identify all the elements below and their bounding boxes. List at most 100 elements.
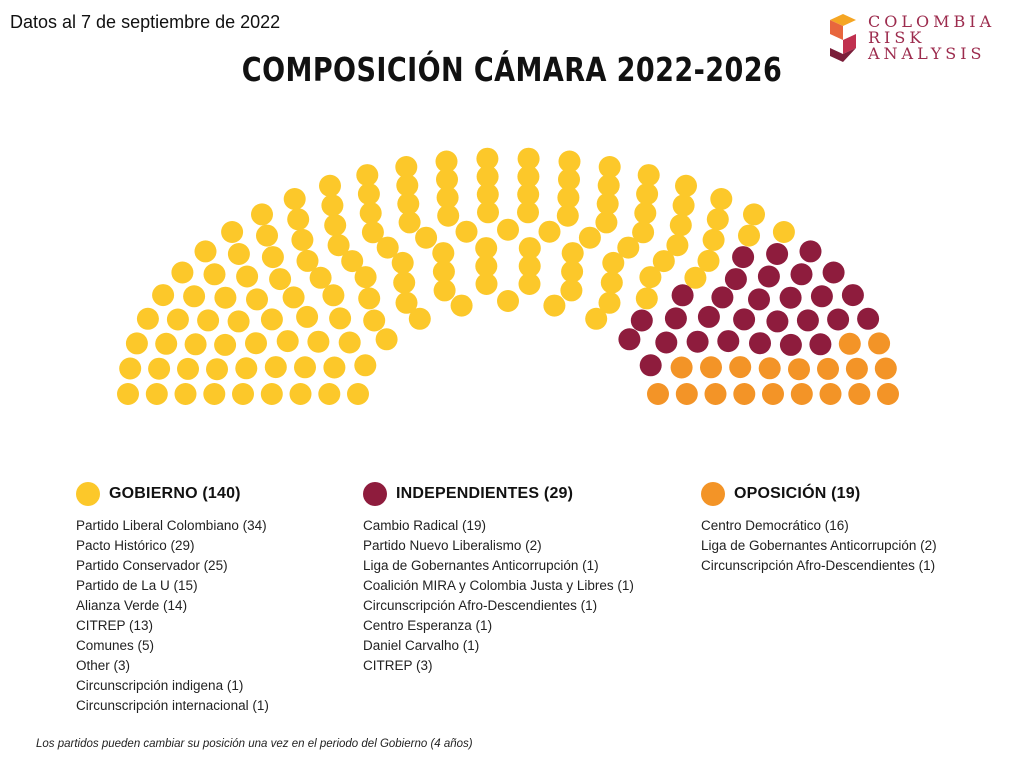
legend-item: Daniel Carvalho (1) xyxy=(363,638,480,653)
seat-independientes xyxy=(779,333,802,356)
legend-item: CITREP (13) xyxy=(76,618,154,633)
seat-gobierno xyxy=(296,305,319,328)
seat-oposición xyxy=(670,356,693,379)
seat-independientes xyxy=(757,265,780,288)
seat-gobierno xyxy=(236,265,259,288)
seat-gobierno xyxy=(221,221,244,243)
gobierno-title: GOBIERNO (140) xyxy=(109,485,241,502)
seat-gobierno xyxy=(558,150,581,173)
seat-gobierno xyxy=(675,174,697,197)
seat-gobierno xyxy=(214,286,237,309)
seat-gobierno xyxy=(702,228,725,251)
seat-oposición xyxy=(819,383,842,405)
seat-gobierno xyxy=(415,226,438,249)
seat-gobierno xyxy=(260,383,283,405)
seat-independientes xyxy=(639,354,662,377)
seat-gobierno xyxy=(397,192,420,215)
seat-gobierno xyxy=(354,354,377,377)
seat-gobierno xyxy=(408,307,431,330)
legend-item: Liga de Gobernantes Anticorrupción (2) xyxy=(701,538,937,553)
seat-gobierno xyxy=(356,164,379,187)
legend-independientes: INDEPENDIENTES (29) Cambio Radical (19) P… xyxy=(363,482,634,676)
seat-gobierno xyxy=(436,168,458,191)
seat-gobierno xyxy=(152,284,175,307)
seat-independientes xyxy=(717,330,740,353)
seat-gobierno xyxy=(327,234,350,257)
seat-gobierno xyxy=(341,250,364,273)
legend-item: Liga de Gobernantes Anticorrupción (1) xyxy=(363,558,599,573)
seat-gobierno xyxy=(184,333,207,356)
legend-item: Partido de La U (15) xyxy=(76,578,198,593)
seat-independientes xyxy=(655,331,678,354)
seat-independientes xyxy=(711,286,734,309)
seat-gobierno xyxy=(556,204,579,227)
oposicion-items: Centro Democrático (16) Liga de Gobernant… xyxy=(701,516,937,576)
legend-item: Circunscripción internacional (1) xyxy=(76,698,269,713)
legend-item: Circunscripción Afro-Descendientes (1) xyxy=(363,598,598,613)
seat-independientes xyxy=(664,307,687,330)
seat-gobierno xyxy=(435,150,458,173)
seat-oposición xyxy=(817,357,839,380)
seat-oposición xyxy=(848,383,871,405)
seat-gobierno xyxy=(561,242,584,265)
seat-gobierno xyxy=(309,266,332,289)
gobierno-swatch xyxy=(76,482,100,506)
seat-gobierno xyxy=(738,224,760,247)
seat-gobierno xyxy=(194,240,217,263)
seat-gobierno xyxy=(477,201,499,224)
seat-gobierno xyxy=(476,183,499,206)
legend-oposicion: OPOSICIÓN (19) Centro Democrático (16) Li… xyxy=(701,482,937,576)
seat-gobierno xyxy=(560,279,583,302)
seat-oposición xyxy=(733,383,756,405)
seat-gobierno xyxy=(171,261,194,284)
seat-gobierno xyxy=(338,331,361,354)
seat-gobierno xyxy=(294,356,316,379)
seat-gobierno xyxy=(214,333,237,356)
seat-gobierno xyxy=(476,147,499,170)
seat-gobierno xyxy=(772,221,795,243)
seat-gobierno xyxy=(183,285,206,308)
seat-gobierno xyxy=(706,208,729,231)
legend-item: Coalición MIRA y Colombia Justa y Libres… xyxy=(363,578,634,593)
seat-gobierno xyxy=(436,186,459,209)
seat-gobierno xyxy=(287,208,310,231)
independientes-swatch xyxy=(363,482,387,506)
seat-gobierno xyxy=(636,183,659,205)
seat-gobierno xyxy=(476,165,499,188)
parliament-chart xyxy=(117,147,899,405)
seat-gobierno xyxy=(289,383,312,405)
seat-gobierno xyxy=(475,237,498,260)
seat-gobierno xyxy=(357,183,380,205)
seat-gobierno xyxy=(635,287,658,310)
seat-gobierno xyxy=(166,308,189,331)
seat-gobierno xyxy=(637,164,660,187)
legend-item: Partido Liberal Colombiano (34) xyxy=(76,518,267,533)
logo-line-2: RISK xyxy=(868,28,926,47)
seat-gobierno xyxy=(145,383,168,405)
seat-gobierno xyxy=(261,246,284,269)
seat-gobierno xyxy=(321,194,344,217)
seat-oposición xyxy=(838,332,861,355)
logo-line-3: ANALYSIS xyxy=(868,44,986,63)
seat-gobierno xyxy=(125,332,148,355)
seat-gobierno xyxy=(639,266,662,289)
seat-gobierno xyxy=(148,357,171,380)
seat-gobierno xyxy=(597,174,620,197)
seat-gobierno xyxy=(432,242,455,265)
seat-independientes xyxy=(796,309,819,332)
seat-gobierno xyxy=(354,266,377,289)
seat-gobierno xyxy=(117,383,139,405)
seat-gobierno xyxy=(197,309,220,332)
seat-gobierno xyxy=(307,330,330,353)
seat-independientes xyxy=(686,330,709,353)
seat-gobierno xyxy=(396,174,419,197)
seat-independientes xyxy=(790,263,813,286)
seat-oposición xyxy=(874,357,897,380)
legend-item: Cambio Radical (19) xyxy=(363,518,487,533)
seat-gobierno xyxy=(561,260,584,283)
seat-gobierno xyxy=(227,243,250,265)
seat-gobierno xyxy=(517,147,540,170)
logo-mark-icon xyxy=(830,14,856,62)
seat-oposición xyxy=(675,383,698,405)
seat-independientes xyxy=(732,246,755,269)
